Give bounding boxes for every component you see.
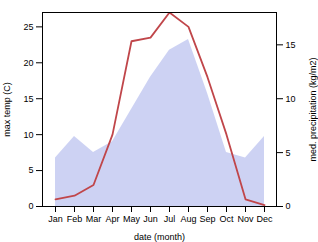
svg-text:10: 10 xyxy=(23,130,33,140)
svg-text:0: 0 xyxy=(28,201,33,211)
svg-text:Dec: Dec xyxy=(256,214,273,224)
svg-text:Feb: Feb xyxy=(67,214,83,224)
svg-text:Jan: Jan xyxy=(48,214,63,224)
svg-text:Oct: Oct xyxy=(219,214,234,224)
svg-text:date (month): date (month) xyxy=(134,232,185,242)
svg-text:Apr: Apr xyxy=(105,214,119,224)
svg-text:Mar: Mar xyxy=(86,214,102,224)
svg-text:Jun: Jun xyxy=(143,214,158,224)
svg-text:25: 25 xyxy=(23,22,33,32)
svg-text:max temp (C): max temp (C) xyxy=(2,82,12,137)
svg-text:15: 15 xyxy=(286,40,296,50)
svg-text:10: 10 xyxy=(286,94,296,104)
svg-text:May: May xyxy=(123,214,141,224)
svg-text:5: 5 xyxy=(286,147,291,157)
svg-text:5: 5 xyxy=(28,165,33,175)
svg-text:med. precipitation (kg/m2): med. precipitation (kg/m2) xyxy=(308,57,318,161)
svg-text:Aug: Aug xyxy=(180,214,196,224)
svg-text:Jul: Jul xyxy=(164,214,176,224)
svg-text:Sep: Sep xyxy=(199,214,215,224)
svg-text:20: 20 xyxy=(23,58,33,68)
svg-text:Nov: Nov xyxy=(237,214,254,224)
svg-text:15: 15 xyxy=(23,94,33,104)
svg-text:0: 0 xyxy=(286,201,291,211)
